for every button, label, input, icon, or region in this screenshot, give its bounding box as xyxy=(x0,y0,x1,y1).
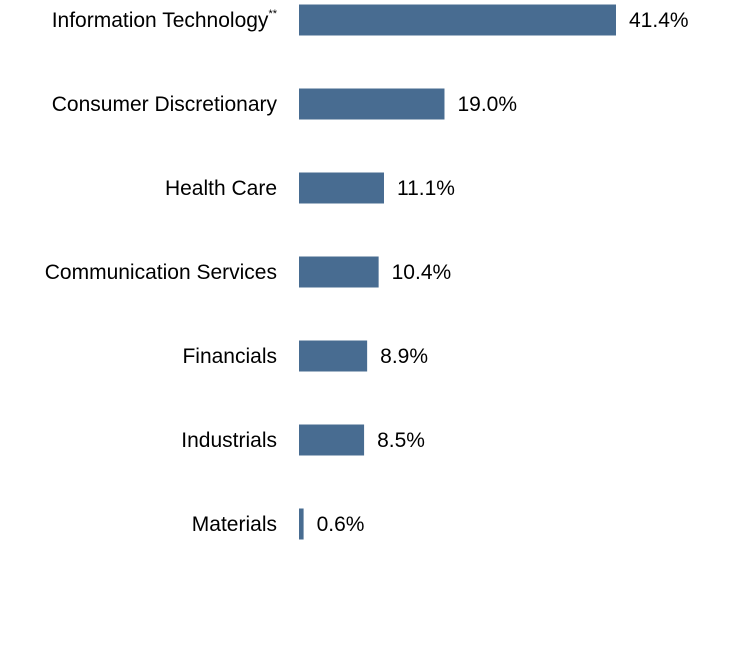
bar xyxy=(299,340,368,372)
value-label: 0.6% xyxy=(317,513,365,536)
category-label: Materials xyxy=(192,513,277,536)
bar xyxy=(299,424,365,456)
bar xyxy=(299,88,445,120)
category-label: Industrials xyxy=(181,429,277,452)
category-label: Consumer Discretionary xyxy=(52,93,278,116)
category-label: Communication Services xyxy=(45,261,277,284)
category-label: Information Technology** xyxy=(52,8,278,32)
value-label: 8.5% xyxy=(377,429,425,452)
bar xyxy=(299,4,616,36)
value-label: 10.4% xyxy=(392,261,452,284)
bar xyxy=(299,172,384,204)
category-label: Financials xyxy=(182,345,277,368)
value-label: 8.9% xyxy=(380,345,428,368)
bars-layer: Information Technology** 41.4% Consumer Di… xyxy=(45,4,689,540)
value-label: 19.0% xyxy=(457,93,517,116)
bar xyxy=(299,256,379,288)
value-label: 41.4% xyxy=(629,9,689,32)
value-label: 11.1% xyxy=(397,177,455,200)
category-label: Health Care xyxy=(165,177,277,200)
bar xyxy=(299,508,304,540)
footnote-marker: ** xyxy=(268,8,277,20)
